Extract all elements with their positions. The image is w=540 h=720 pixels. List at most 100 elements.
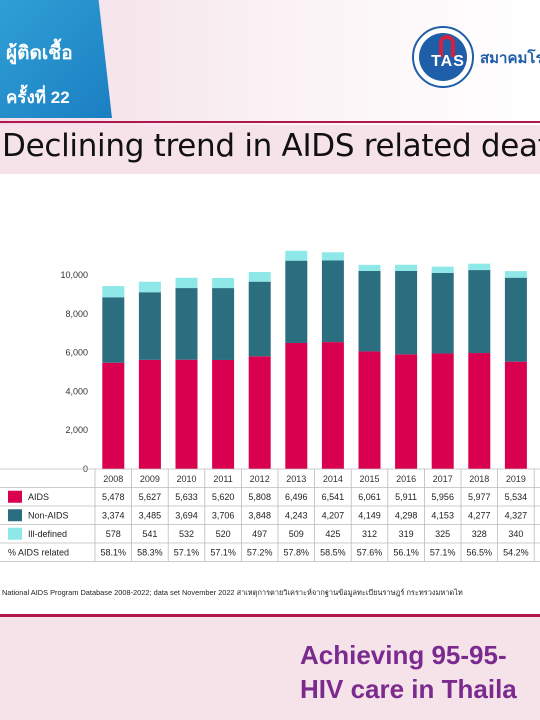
table-cell: 578: [106, 529, 121, 539]
conference-title-thai: ผู้ติดเชื้อ: [6, 43, 73, 64]
source-note: National AIDS Program Database 2008-2022…: [2, 588, 463, 597]
bar-ill-defined-2010: [175, 277, 198, 289]
bar-ill-defined-2008: [102, 286, 125, 298]
table-cell: 58.5%: [320, 547, 346, 557]
table-cell: 6,496: [285, 492, 308, 502]
bar-ill-defined-2015: [358, 264, 381, 271]
table-cell: 319: [399, 529, 414, 539]
table-cell: 57.2%: [247, 547, 273, 557]
table-cell: 5,911: [395, 492, 417, 502]
bar-aids-2013: [285, 342, 308, 469]
table-cell: 3,848: [248, 510, 271, 520]
table-cell: 57.1%: [174, 547, 200, 557]
bar-non-aids-2017: [431, 272, 454, 354]
table-cell: 4,277: [468, 510, 491, 520]
table-cell: 57.1%: [210, 547, 236, 557]
table-cell: 509: [289, 529, 304, 539]
bar-non-aids-2009: [138, 292, 161, 360]
bar-ill-defined-2013: [285, 250, 308, 261]
legend-label: Non-AIDS: [28, 510, 69, 520]
x-tick-label: 2019: [506, 474, 526, 484]
bar-aids-2014: [321, 342, 344, 469]
table-cell: 58.1%: [101, 547, 127, 557]
table-cell: 57.8%: [284, 547, 310, 557]
y-tick-label: 2,000: [65, 425, 88, 435]
bar-non-aids-2015: [358, 270, 381, 352]
bar-non-aids-2016: [395, 270, 418, 355]
title-divider: [0, 121, 540, 123]
bar-aids-2015: [358, 351, 381, 469]
bar-aids-2011: [212, 359, 235, 469]
footer-headline-2: HIV care in Thaila: [300, 674, 517, 704]
x-tick-label: 2008: [103, 474, 123, 484]
legend-swatch-non-aids: [8, 509, 22, 522]
x-tick-label: 2012: [250, 474, 270, 484]
legend-label: Ill-defined: [28, 529, 67, 539]
x-tick-label: 2011: [213, 474, 232, 484]
table-cell: 4,153: [431, 510, 454, 520]
slide-title: Declining trend in AIDS related deat: [2, 128, 540, 164]
table-cell: 6,061: [358, 492, 381, 502]
x-tick-label: 2010: [176, 474, 196, 484]
table-cell: 497: [252, 529, 267, 539]
legend-label: AIDS: [28, 492, 49, 502]
table-cell: 5,534: [505, 492, 528, 502]
table-cell: 328: [472, 529, 487, 539]
table-cell: 4,243: [285, 510, 308, 520]
logo-monogram: TAS: [431, 53, 465, 70]
table-cell: 4,298: [395, 510, 418, 520]
x-tick-label: 2009: [140, 474, 160, 484]
bar-non-aids-2012: [248, 281, 271, 357]
conference-tab: ผู้ติดเชื้อ ครั้งที่ 22: [0, 0, 112, 118]
table-cell: 312: [362, 529, 377, 539]
conference-edition-thai: ครั้งที่ 22: [6, 88, 70, 107]
bar-aids-2016: [395, 354, 418, 469]
bar-non-aids-2014: [321, 260, 344, 343]
table-cell: 58.3%: [137, 547, 163, 557]
table-cell: 3,694: [175, 510, 198, 520]
header-band: ผู้ติดเชื้อ ครั้งที่ 22 TAS สมาคมโร: [0, 0, 540, 125]
table-cell: 5,633: [175, 492, 198, 502]
table-cell: 5,956: [431, 492, 454, 502]
y-tick-label: 10,000: [60, 270, 88, 280]
bar-ill-defined-2012: [248, 272, 271, 282]
bar-non-aids-2019: [504, 277, 527, 362]
bar-aids-2018: [468, 353, 491, 469]
bottom-divider: [0, 614, 540, 617]
table-cell: 54.2%: [503, 547, 529, 557]
table-cell: 5,627: [139, 492, 162, 502]
table-cell: 425: [325, 529, 340, 539]
bar-non-aids-2011: [212, 288, 235, 360]
bar-ill-defined-2016: [395, 264, 418, 271]
table-cell: 4,327: [505, 510, 528, 520]
table-cell: 520: [216, 529, 231, 539]
y-tick-label: 8,000: [65, 309, 88, 319]
x-tick-label: 2018: [469, 474, 489, 484]
table-cell: 4,207: [322, 510, 345, 520]
bar-aids-2010: [175, 359, 198, 469]
x-tick-label: 2014: [323, 474, 343, 484]
table-cell: 340: [508, 529, 523, 539]
bar-aids-2012: [248, 356, 271, 469]
society-logo: TAS: [412, 26, 474, 88]
table-cell: 57.6%: [357, 547, 383, 557]
bar-ill-defined-2014: [321, 252, 344, 261]
table-cell: 56.1%: [393, 547, 419, 557]
table-cell: 4,149: [358, 510, 381, 520]
table-cell: 3,706: [212, 510, 235, 520]
x-tick-label: 2013: [286, 474, 306, 484]
legend-swatch-ill-defined: [8, 527, 22, 540]
table-cell: 325: [435, 529, 450, 539]
bar-ill-defined-2009: [138, 281, 161, 293]
bar-non-aids-2010: [175, 288, 198, 360]
bar-ill-defined-2018: [468, 263, 491, 271]
table-cell: 3,485: [139, 510, 162, 520]
bar-ill-defined-2017: [431, 266, 454, 273]
table-cell: 5,478: [102, 492, 125, 502]
bar-ill-defined-2011: [212, 277, 235, 289]
bar-aids-2008: [102, 362, 125, 469]
bar-aids-2009: [138, 359, 161, 469]
table-cell: 57.1%: [430, 547, 456, 557]
y-tick-label: 4,000: [65, 386, 88, 396]
